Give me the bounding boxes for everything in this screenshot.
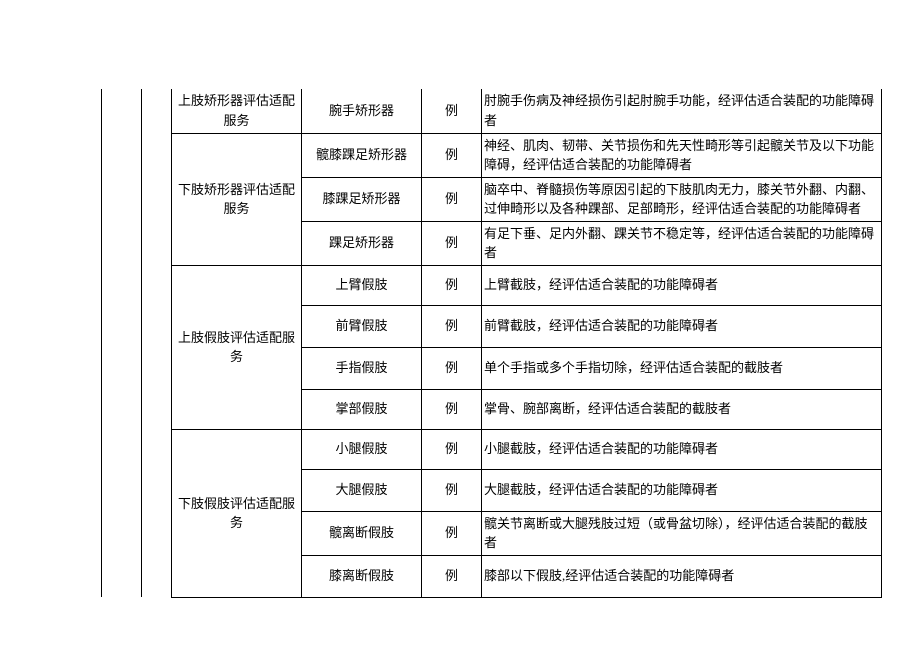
item-cell: 小腿假肢 [302, 429, 422, 469]
item-cell: 大腿假肢 [302, 469, 422, 511]
item-cell: 髋膝踝足矫形器 [302, 133, 422, 177]
desc-cell: 前臂截肢，经评估适合装配的功能障碍者 [482, 305, 882, 347]
unit-cell: 例 [422, 469, 482, 511]
unit-cell: 例 [422, 133, 482, 177]
unit-cell: 例 [422, 305, 482, 347]
service-cell: 上肢假肢评估适配服务 [172, 265, 302, 429]
page: 上肢矫形器评估适配服务腕手矫形器例肘腕手伤病及神经损伤引起肘腕手功能，经评估适合… [0, 0, 920, 651]
unit-cell: 例 [422, 89, 482, 133]
item-cell: 膝踝足矫形器 [302, 177, 422, 221]
unit-cell: 例 [422, 347, 482, 389]
unit-cell: 例 [422, 555, 482, 597]
unit-cell: 例 [422, 429, 482, 469]
item-cell: 手指假肢 [302, 347, 422, 389]
desc-cell: 掌骨、腕部离断，经评估适合装配的截肢者 [482, 389, 882, 429]
desc-cell: 单个手指或多个手指切除，经评估适合装配的截肢者 [482, 347, 882, 389]
item-cell: 上臂假肢 [302, 265, 422, 305]
desc-cell: 有足下垂、足内外翻、踝关节不稳定等，经评估适合装配的功能障碍者 [482, 221, 882, 265]
desc-cell: 大腿截肢，经评估适合装配的功能障碍者 [482, 469, 882, 511]
desc-cell: 膝部以下假肢,经评估适合装配的功能障碍者 [482, 555, 882, 597]
item-cell: 腕手矫形器 [302, 89, 422, 133]
desc-cell: 脑卒中、脊髓损伤等原因引起的下肢肌肉无力，膝关节外翻、内翻、过伸畸形以及各种踝部… [482, 177, 882, 221]
item-cell: 前臂假肢 [302, 305, 422, 347]
desc-cell: 神经、肌肉、韧带、关节损伤和先天性畸形等引起髋关节及以下功能障碍，经评估适合装配… [482, 133, 882, 177]
unit-cell: 例 [422, 265, 482, 305]
item-cell: 踝足矫形器 [302, 221, 422, 265]
services-table: 上肢矫形器评估适配服务腕手矫形器例肘腕手伤病及神经损伤引起肘腕手功能，经评估适合… [101, 89, 882, 598]
item-cell: 髋离断假肢 [302, 511, 422, 555]
desc-cell: 上臂截肢，经评估适合装配的功能障碍者 [482, 265, 882, 305]
blank-col-1 [102, 89, 142, 597]
desc-cell: 髋关节离断或大腿残肢过短（或骨盆切除），经评估适合装配的截肢者 [482, 511, 882, 555]
item-cell: 膝离断假肢 [302, 555, 422, 597]
unit-cell: 例 [422, 389, 482, 429]
unit-cell: 例 [422, 221, 482, 265]
service-cell: 下肢假肢评估适配服务 [172, 429, 302, 597]
unit-cell: 例 [422, 177, 482, 221]
service-cell: 下肢矫形器评估适配服务 [172, 133, 302, 265]
blank-col-2 [142, 89, 172, 597]
desc-cell: 小腿截肢，经评估适合装配的功能障碍者 [482, 429, 882, 469]
service-cell: 上肢矫形器评估适配服务 [172, 89, 302, 133]
item-cell: 掌部假肢 [302, 389, 422, 429]
unit-cell: 例 [422, 511, 482, 555]
desc-cell: 肘腕手伤病及神经损伤引起肘腕手功能，经评估适合装配的功能障碍者 [482, 89, 882, 133]
